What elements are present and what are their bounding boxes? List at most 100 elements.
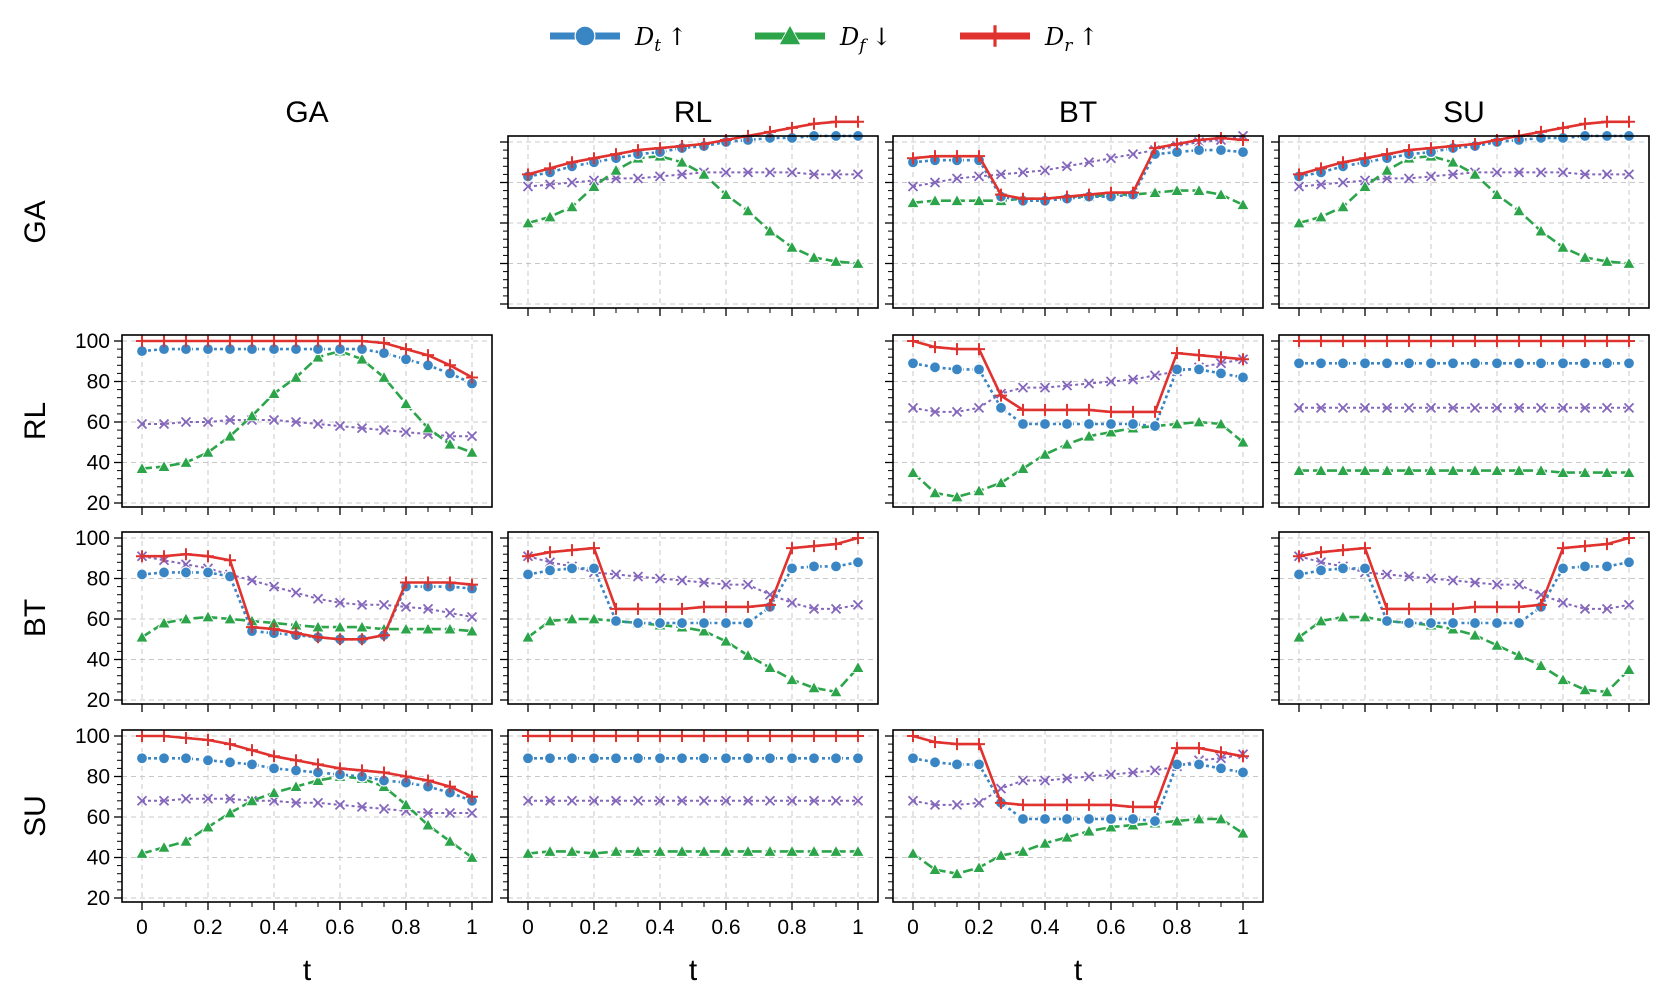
point-Dt-3 xyxy=(972,758,986,771)
point-Dr-1 xyxy=(158,730,171,742)
point-avg-13 xyxy=(422,807,434,819)
point-avg-14 xyxy=(830,603,842,615)
point-Df-15 xyxy=(851,660,865,673)
point-Dr-6 xyxy=(268,623,280,636)
point-Dr-14 xyxy=(1214,746,1227,759)
point-avg-13 xyxy=(1579,402,1591,413)
point-Dr-14 xyxy=(1214,131,1227,144)
point-Dr-8 xyxy=(697,600,710,613)
point-avg-6 xyxy=(654,171,666,182)
point-Dr-1 xyxy=(158,550,171,563)
point-avg-5 xyxy=(632,173,644,184)
grid xyxy=(508,730,878,902)
point-avg-5 xyxy=(1017,775,1029,786)
point-Dr-15 xyxy=(1623,115,1635,128)
point-Dr-14 xyxy=(443,780,456,793)
point-Dt-4 xyxy=(609,752,623,765)
point-Df-0 xyxy=(906,195,920,208)
point-Dr-10 xyxy=(356,633,369,646)
point-avg-11 xyxy=(378,424,390,436)
point-Dr-15 xyxy=(1237,750,1249,763)
point-Dr-10 xyxy=(1513,335,1526,347)
series-line-Df xyxy=(1298,154,1630,265)
point-Df-13 xyxy=(807,844,821,857)
point-avg-15 xyxy=(852,599,864,610)
point-Dt-11 xyxy=(1148,419,1162,433)
point-Dt-10 xyxy=(1512,357,1526,370)
point-avg-3 xyxy=(202,793,214,804)
series-line-avg xyxy=(912,358,1244,413)
point-Df-4 xyxy=(1380,463,1394,476)
series-line-Dr xyxy=(1298,536,1630,611)
point-Dt-5 xyxy=(1016,812,1030,826)
point-Dr-4 xyxy=(1381,148,1394,161)
point-avg-6 xyxy=(1039,775,1051,786)
point-Dr-0 xyxy=(136,730,148,742)
point-Dr-2 xyxy=(179,732,192,745)
point-Df-8 xyxy=(697,167,711,180)
point-Df-9 xyxy=(719,844,733,857)
point-Dr-12 xyxy=(786,730,798,742)
row-headers: GA RL BT SU xyxy=(19,200,52,837)
point-avg-7 xyxy=(290,797,302,808)
point-Df-1 xyxy=(157,616,171,629)
grid xyxy=(1279,335,1649,507)
point-Dt-13 xyxy=(807,560,821,573)
point-Df-15 xyxy=(1236,435,1250,448)
point-avg-8 xyxy=(1469,577,1481,588)
point-avg-7 xyxy=(1447,169,1459,180)
y-ticks: 20 40 60 80 100 xyxy=(75,725,122,910)
point-avg-5 xyxy=(1403,571,1415,582)
point-Dr-13 xyxy=(808,117,821,130)
series-line-Dr xyxy=(527,536,859,611)
point-Dr-11 xyxy=(377,766,390,779)
legend-sub: r xyxy=(1064,36,1073,56)
point-avg-0 xyxy=(136,795,148,806)
point-Dt-5 xyxy=(1402,357,1416,370)
point-avg-6 xyxy=(654,795,666,806)
point-avg-7 xyxy=(676,575,688,586)
point-avg-0 xyxy=(1293,402,1305,413)
point-Dt-13 xyxy=(1578,357,1592,370)
point-Dr-5 xyxy=(631,730,644,742)
point-Df-3 xyxy=(972,484,986,497)
series-Df xyxy=(906,415,1250,503)
grid xyxy=(508,532,878,704)
point-Dr-3 xyxy=(588,542,600,555)
col-header-BT: BT xyxy=(1059,96,1097,129)
point-Dt-2 xyxy=(1336,562,1350,575)
y-tick-label: 20 xyxy=(87,887,110,910)
panel-BT-RL xyxy=(500,531,879,712)
x-ticks xyxy=(1298,704,1630,712)
point-Dr-4 xyxy=(995,796,1008,809)
point-avg-6 xyxy=(268,414,280,426)
point-Dt-3 xyxy=(972,363,986,376)
point-Dt-5 xyxy=(1402,616,1416,630)
point-Dt-12 xyxy=(785,131,799,145)
point-Df-0 xyxy=(521,630,535,643)
point-avg-13 xyxy=(422,603,434,615)
point-Df-14 xyxy=(1214,812,1228,825)
point-Dt-4 xyxy=(609,614,623,628)
x-tick-label: 0.4 xyxy=(645,916,675,939)
point-avg-14 xyxy=(444,807,456,819)
point-Dr-5 xyxy=(245,335,258,347)
point-Df-10 xyxy=(355,620,369,633)
point-avg-9 xyxy=(1105,153,1117,164)
point-avg-10 xyxy=(1513,167,1525,178)
point-Dt-6 xyxy=(1424,357,1438,370)
y-ticks xyxy=(1271,340,1279,504)
y-tick-label: 100 xyxy=(75,725,110,748)
point-Dt-15 xyxy=(851,752,865,765)
point-Df-11 xyxy=(763,224,777,237)
point-avg-14 xyxy=(1215,358,1227,369)
point-Df-8 xyxy=(311,773,325,786)
point-avg-8 xyxy=(1083,378,1095,389)
point-Dr-2 xyxy=(950,343,963,356)
row-header-RL: RL xyxy=(19,402,52,440)
point-Df-1 xyxy=(928,862,942,875)
point-avg-11 xyxy=(764,795,776,806)
point-Dt-14 xyxy=(1600,560,1614,573)
point-avg-12 xyxy=(786,795,798,806)
